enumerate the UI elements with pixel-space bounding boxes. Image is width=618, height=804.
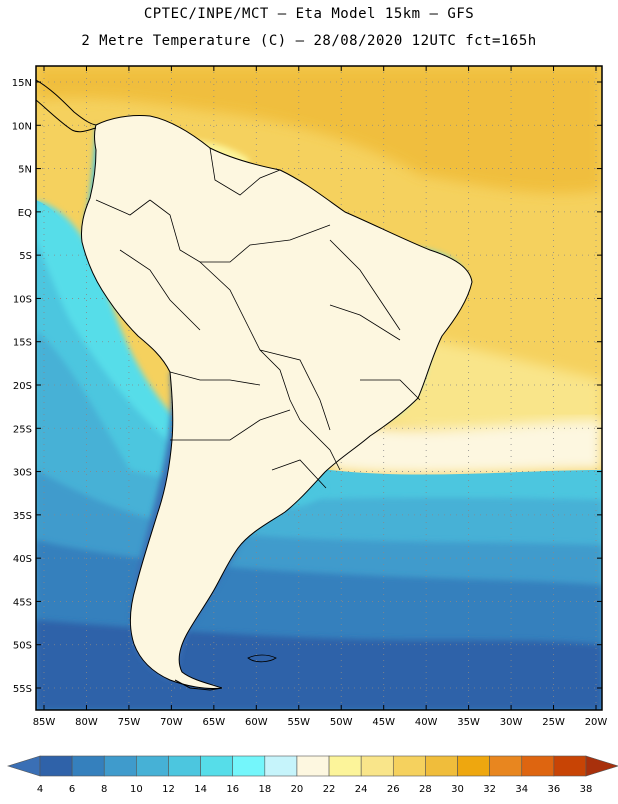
colorbar-swatch	[39, 755, 73, 777]
colorbar-swatch	[136, 755, 169, 777]
colorbar-swatch	[553, 755, 587, 777]
lat-label: 10S	[13, 294, 32, 305]
lon-label: 45W	[372, 717, 395, 728]
colorbar-swatch	[168, 755, 201, 777]
colorbar-label: 6	[69, 784, 75, 795]
colorbar-label: 10	[130, 784, 143, 795]
colorbar-swatch	[200, 755, 234, 777]
chart-title: CPTEC/INPE/MCT – Eta Model 15km – GFS	[143, 6, 475, 22]
colorbar-label: 4	[37, 784, 43, 795]
lat-label: 5S	[19, 251, 32, 262]
lat-label: 15N	[12, 78, 32, 89]
country-borders	[95, 147, 421, 489]
colorbar-label: 24	[355, 784, 368, 795]
lon-label: 85W	[33, 717, 56, 728]
colorbar-label: 38	[580, 784, 593, 795]
colorbar-max-arrow	[585, 755, 618, 777]
lat-label: 25S	[13, 424, 32, 435]
central-america-coast	[36, 79, 97, 126]
colorbar-swatch	[264, 755, 298, 777]
lat-label: 15S	[13, 338, 32, 349]
lon-label: 75W	[118, 717, 141, 728]
colorbar	[6, 755, 618, 777]
lat-label: 55S	[13, 684, 32, 695]
lon-label: 60W	[245, 717, 268, 728]
lon-label: 70W	[160, 717, 183, 728]
colorbar-label: 34	[515, 784, 528, 795]
colorbar-swatch	[489, 755, 523, 777]
colorbar-label: 20	[291, 784, 304, 795]
map-frame	[35, 65, 603, 711]
colorbar-min-arrow	[6, 755, 41, 777]
lon-label: 50W	[330, 717, 353, 728]
colorbar-swatch	[425, 755, 458, 777]
lat-label: 45S	[13, 597, 32, 608]
latitude-labels: 15N 10N 5N EQ 5S 10S 15S 20S 25S 30S 35S 40S 45S 50S 5…	[12, 78, 32, 695]
lat-label: 50S	[13, 641, 32, 652]
lat-label: 35S	[13, 511, 32, 522]
colorbar-swatch	[457, 755, 490, 777]
colorbar-label: 22	[323, 784, 336, 795]
colorbar-label: 36	[548, 784, 561, 795]
falklands-outline	[247, 654, 277, 663]
colorbar-label: 18	[258, 784, 271, 795]
lon-label: 55W	[287, 717, 310, 728]
colorbar-label: 32	[483, 784, 496, 795]
coastline	[81, 115, 473, 689]
lon-label: 35W	[457, 717, 480, 728]
lon-label: 25W	[542, 717, 565, 728]
colorbar-swatch	[521, 755, 555, 777]
colorbar-labels: 4 6 8 10 12 14 16 18 20 22 24 26 28 30 32 34 36 38	[37, 784, 593, 795]
colorbar-swatch	[360, 755, 394, 777]
longitude-labels: 85W 80W 75W 70W 65W 60W 55W 50W 45W 40W 35W 30W 25W 2…	[33, 717, 608, 728]
lon-label: 40W	[415, 717, 438, 728]
lon-label: 80W	[75, 717, 98, 728]
lat-label: 40S	[13, 554, 32, 565]
lat-label: EQ	[18, 208, 32, 219]
colorbar-swatch	[328, 755, 362, 777]
colorbar-label: 8	[101, 784, 107, 795]
colorbar-label: 30	[451, 784, 464, 795]
colorbar-label: 16	[226, 784, 239, 795]
lon-label: 20W	[585, 717, 608, 728]
colorbar-label: 26	[387, 784, 400, 795]
chart-subtitle: 2 Metre Temperature (C) – 28/08/2020 12U…	[81, 33, 537, 49]
lon-label: 30W	[500, 717, 523, 728]
lat-label: 20S	[13, 381, 32, 392]
colorbar-label: 28	[419, 784, 432, 795]
colorbar-label: 14	[194, 784, 207, 795]
lat-label: 5N	[18, 165, 32, 176]
axis-ticks	[36, 66, 602, 710]
colorbar-swatch	[103, 755, 137, 777]
colorbar-swatch	[232, 755, 266, 777]
colorbar-swatch	[71, 755, 105, 777]
lat-label: 10N	[12, 121, 32, 132]
colorbar-swatch	[296, 755, 330, 777]
colorbar-swatch	[392, 755, 426, 777]
colorbar-label: 12	[162, 784, 175, 795]
temperature-field	[36, 66, 602, 710]
lon-label: 65W	[203, 717, 226, 728]
lat-label: 30S	[13, 468, 32, 479]
